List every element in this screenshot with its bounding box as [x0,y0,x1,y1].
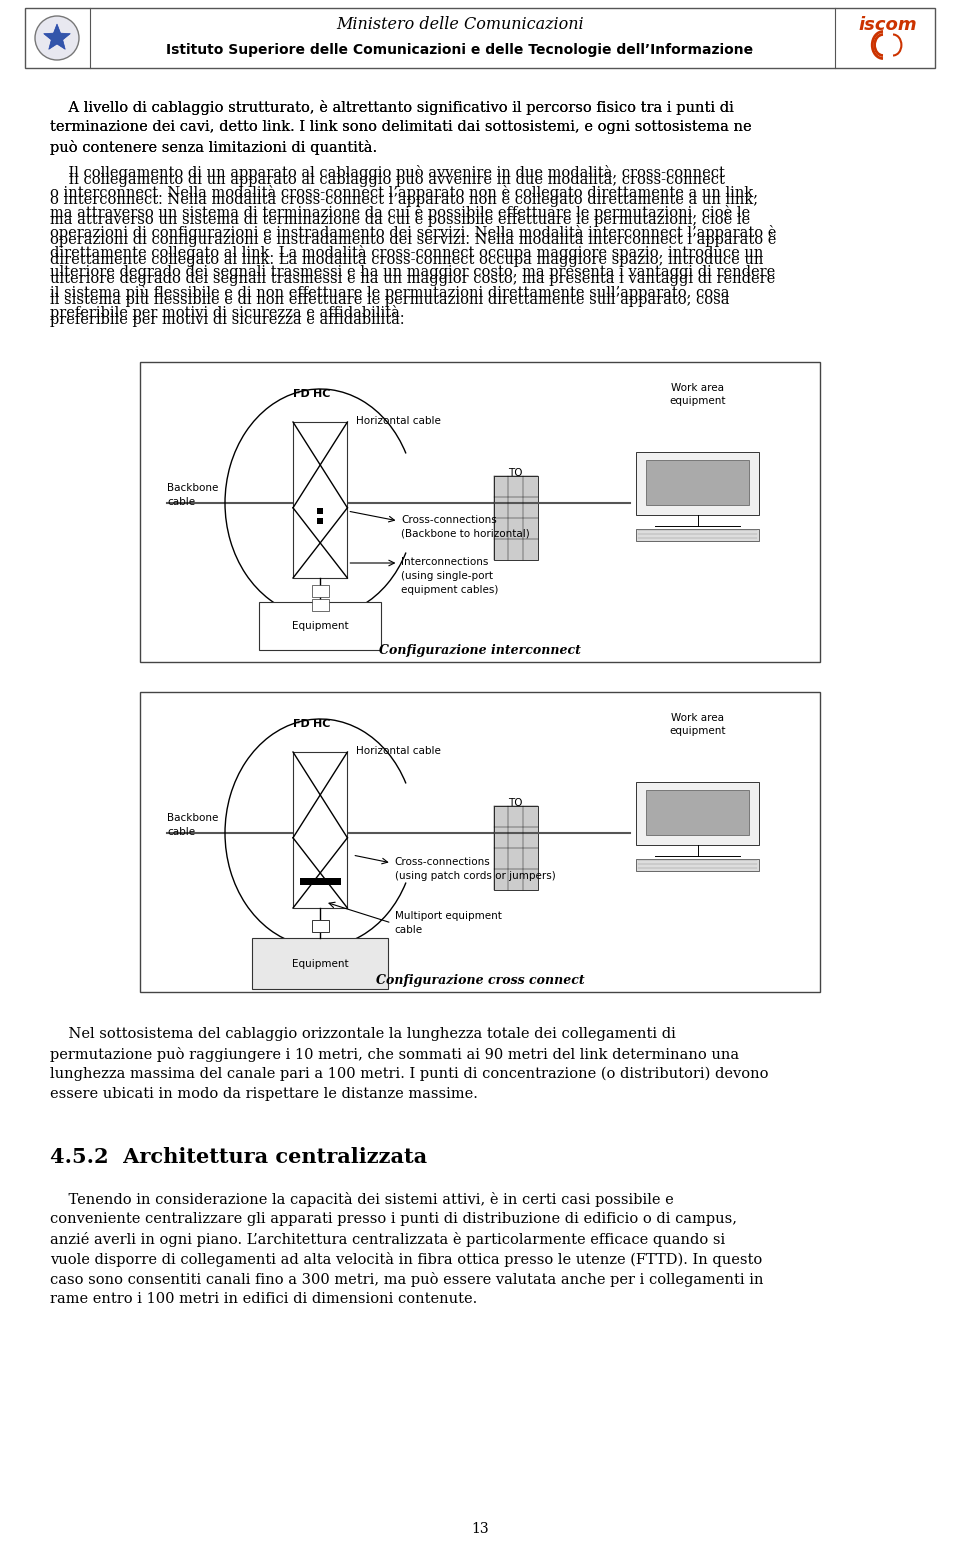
Bar [140,362,820,663]
Text: preferibile per motivi di sicurezza e affidabilità.: preferibile per motivi di sicurezza e af… [50,312,404,327]
Text: Multiport equipment: Multiport equipment [395,910,501,921]
Text: HC: HC [313,719,330,730]
Text: Horizontal cable: Horizontal cable [356,416,441,426]
Text: Interconnections: Interconnections [401,557,489,567]
Text: Cross-connections: Cross-connections [401,514,497,525]
Bar [140,692,820,992]
Text: Tenendo in considerazione la capacità dei sistemi attivi, è in certi casi possib: Tenendo in considerazione la capacità de… [50,1193,674,1207]
Text: FD: FD [293,390,310,399]
Bar [293,751,348,907]
Bar [312,920,328,932]
Text: A livello di cablaggio strutturato, è altrettanto significativo il percorso fisi: A livello di cablaggio strutturato, è al… [50,100,733,115]
Text: o interconnect. Nella modalità cross-connect l’apparato non è collegato direttam: o interconnect. Nella modalità cross-con… [50,186,758,200]
Text: HC: HC [313,390,330,399]
Text: il sistema più flessibile e di non effettuare le permutazioni direttamente sull’: il sistema più flessibile e di non effet… [50,292,730,307]
Text: ulteriore degrado dei segnali trasmessi e ha un maggior costo, ma presenta i van: ulteriore degrado dei segnali trasmessi … [50,271,776,285]
Bar [312,585,328,597]
Text: cable: cable [395,924,422,935]
Text: preferibile per motivi di sicurezza e affidabilità.: preferibile per motivi di sicurezza e af… [50,306,404,320]
Bar [317,508,324,514]
Text: operazioni di configurazioni e instradamento dei servizi. Nella modalità interco: operazioni di configurazioni e instradam… [50,224,777,240]
Text: 4.5.2  Architettura centralizzata: 4.5.2 Architettura centralizzata [50,1147,427,1168]
Circle shape [35,16,79,59]
Text: ulteriore degrado dei segnali trasmessi e ha un maggior costo, ma presenta i van: ulteriore degrado dei segnali trasmessi … [50,265,776,279]
Text: (using patch cords or jumpers): (using patch cords or jumpers) [395,871,555,881]
Text: Il collegamento di un apparato al cablaggio può avvenire in due modalità, cross-: Il collegamento di un apparato al cablag… [50,171,725,187]
Text: o interconnect. Nella modalità cross-connect l’apparato non è collegato direttam: o interconnect. Nella modalità cross-con… [50,192,758,207]
Text: equipment: equipment [669,396,726,405]
Bar [493,806,538,890]
Text: Configurazione cross connect: Configurazione cross connect [375,974,585,987]
Text: Equipment: Equipment [292,620,348,631]
Text: terminazione dei cavi, detto link. I link sono delimitati dai sottosistemi, e og: terminazione dei cavi, detto link. I lin… [50,120,752,134]
Text: anzié averli in ogni piano. L’architettura centralizzata è particolarmente effic: anzié averli in ogni piano. L’architettu… [50,1232,725,1247]
Text: Horizontal cable: Horizontal cable [356,747,441,756]
Text: può contenere senza limitazioni di quantità.: può contenere senza limitazioni di quant… [50,140,377,154]
Text: Configurazione interconnect: Configurazione interconnect [379,644,581,656]
Text: ma attraverso un sistema di terminazione da cui è possibile effettuare le permut: ma attraverso un sistema di terminazione… [50,204,750,220]
Text: il sistema più flessibile e di non effettuare le permutazioni direttamente sull’: il sistema più flessibile e di non effet… [50,285,730,299]
Bar [259,602,381,650]
Text: TO: TO [509,798,523,808]
Text: TO: TO [509,468,523,479]
Text: Ministero delle Comunicazioni: Ministero delle Comunicazioni [336,16,584,33]
Text: conveniente centralizzare gli apparati presso i punti di distribuzione di edific: conveniente centralizzare gli apparati p… [50,1211,737,1225]
Polygon shape [44,23,70,50]
Text: iscom: iscom [858,16,918,34]
Bar [300,878,341,886]
Text: (Backbone to horizontal): (Backbone to horizontal) [401,529,530,539]
Text: A livello di cablaggio strutturato, è altrettanto significativo il percorso fisi: A livello di cablaggio strutturato, è al… [50,100,733,115]
Bar [636,783,758,845]
Text: lunghezza massima del canale pari a 100 metri. I punti di concentrazione (o dist: lunghezza massima del canale pari a 100 … [50,1066,769,1082]
Text: operazioni di configurazioni e instradamento dei servizi. Nella modalità interco: operazioni di configurazioni e instradam… [50,232,777,246]
Text: vuole disporre di collegamenti ad alta velocità in fibra ottica presso le utenze: vuole disporre di collegamenti ad alta v… [50,1252,762,1267]
Text: equipment: equipment [669,726,726,736]
Bar [317,518,324,524]
Text: cable: cable [167,497,195,507]
Text: Istituto Superiore delle Comunicazioni e delle Tecnologie dell’Informazione: Istituto Superiore delle Comunicazioni e… [166,44,754,58]
Bar [293,422,348,578]
Bar [636,859,758,871]
Bar [636,529,758,541]
Bar [25,8,935,69]
Bar [252,939,388,988]
Bar [636,452,758,514]
Bar [646,790,749,834]
Text: Il collegamento di un apparato al cablaggio può avvenire in due modalità, cross-: Il collegamento di un apparato al cablag… [50,165,725,179]
Text: Work area: Work area [671,712,724,723]
Text: FD: FD [293,719,310,730]
Text: Equipment: Equipment [292,959,348,968]
Text: essere ubicati in modo da rispettare le distanze massime.: essere ubicati in modo da rispettare le … [50,1087,478,1101]
Text: Cross-connections: Cross-connections [395,857,491,867]
Text: direttamente collegato al link. La modalità cross-connect occupa maggiore spazio: direttamente collegato al link. La modal… [50,253,763,267]
Text: Work area: Work area [671,384,724,393]
Text: cable: cable [167,826,195,837]
Text: rame entro i 100 metri in edifici di dimensioni contenute.: rame entro i 100 metri in edifici di dim… [50,1292,477,1306]
Text: terminazione dei cavi, detto link. I link sono delimitati dai sottosistemi, e og: terminazione dei cavi, detto link. I lin… [50,120,752,134]
Text: può contenere senza limitazioni di quantità.: può contenere senza limitazioni di quant… [50,140,377,154]
Bar [493,475,538,560]
Text: caso sono consentiti canali fino a 300 metri, ma può essere valutata anche per i: caso sono consentiti canali fino a 300 m… [50,1272,763,1288]
Text: Backbone: Backbone [167,483,219,493]
Text: equipment cables): equipment cables) [401,585,499,596]
Text: Backbone: Backbone [167,812,219,823]
Text: permutazione può raggiungere i 10 metri, che sommati ai 90 metri del link determ: permutazione può raggiungere i 10 metri,… [50,1048,739,1062]
Text: Nel sottosistema del cablaggio orizzontale la lunghezza totale dei collegamenti : Nel sottosistema del cablaggio orizzonta… [50,1027,676,1041]
Text: 13: 13 [471,1522,489,1536]
Bar [312,599,328,611]
Text: (using single-port: (using single-port [401,571,493,582]
Text: direttamente collegato al link. La modalità cross-connect occupa maggiore spazio: direttamente collegato al link. La modal… [50,245,763,260]
Bar [646,460,749,505]
Text: ma attraverso un sistema di terminazione da cui è possibile effettuare le permut: ma attraverso un sistema di terminazione… [50,212,750,228]
